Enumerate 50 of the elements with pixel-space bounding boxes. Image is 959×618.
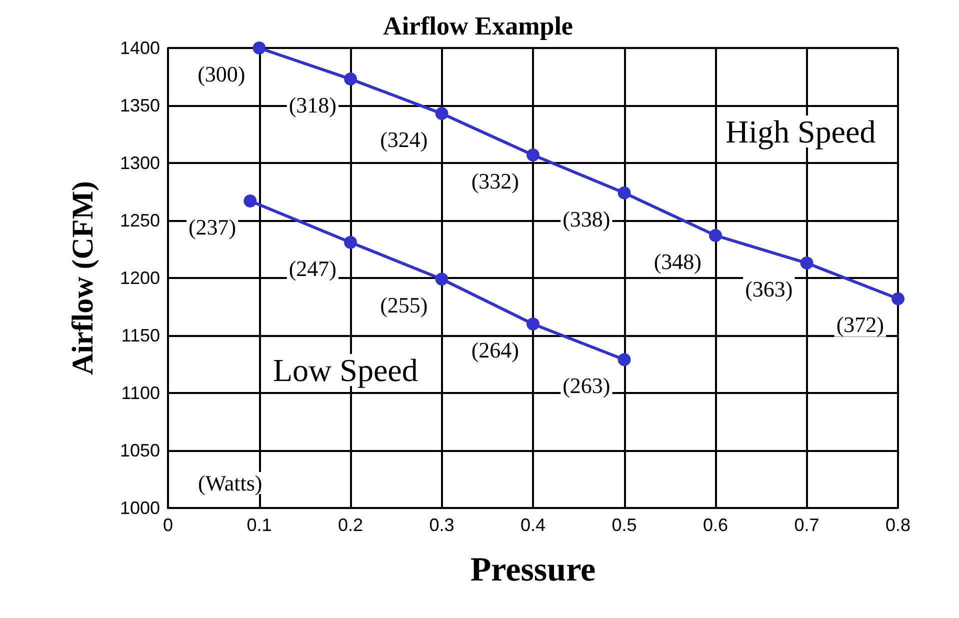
- annotation: (255): [380, 292, 428, 318]
- point: [435, 107, 448, 120]
- x-axis-title: Pressure: [470, 552, 596, 588]
- point: [526, 148, 540, 162]
- annotation: (338): [562, 206, 610, 232]
- point: [252, 42, 266, 54]
- y-tick-label: 1150: [121, 326, 160, 346]
- x-tick-label: 0.8: [885, 515, 911, 535]
- point: [800, 256, 814, 270]
- annotation: (300): [198, 62, 246, 86]
- point: [892, 292, 904, 306]
- annotation: (264): [471, 338, 519, 362]
- y-axis-title: Airflow (CFM): [66, 180, 100, 376]
- x-tick-label: 0.4: [520, 515, 546, 535]
- point: [618, 353, 631, 366]
- point: [709, 228, 722, 242]
- chart-title: Airflow Example: [383, 12, 573, 40]
- y-tick-label: 1000: [120, 498, 160, 518]
- y-tick-label: 1050: [120, 440, 160, 460]
- x-tick-label: 0: [162, 515, 174, 535]
- x-tick-label: 0.5: [612, 515, 637, 535]
- point: [526, 318, 540, 330]
- point: [344, 236, 357, 249]
- x-tick-label: 0.2: [338, 515, 364, 535]
- annotation: (247): [288, 256, 336, 281]
- point: [435, 272, 448, 286]
- y-tick-label: 1250: [120, 210, 160, 230]
- annotation: (372): [836, 312, 884, 338]
- x-tick-label: 0.1: [246, 515, 272, 535]
- annotation: (263): [562, 373, 610, 398]
- annotation: (318): [288, 92, 336, 118]
- y-tick-label: 1400: [120, 38, 160, 58]
- point: [618, 186, 631, 200]
- y-tick-label: 1300: [120, 153, 160, 173]
- text: Low Speed: [273, 352, 418, 388]
- x-tick-label: 0.3: [429, 515, 454, 535]
- y-tick-label: 1200: [120, 268, 160, 288]
- y-tick-label: 1100: [121, 383, 160, 403]
- annotation: (324): [380, 127, 428, 152]
- annotation: (332): [471, 168, 519, 194]
- y-tick-label: 1350: [120, 96, 160, 116]
- text: High Speed: [726, 113, 876, 150]
- x-tick-label: 0.6: [702, 515, 728, 535]
- x-tick-label: 0.7: [794, 515, 820, 535]
- annotation: (237): [188, 214, 236, 240]
- annotation: (363): [745, 276, 793, 302]
- annotation: (348): [654, 248, 702, 274]
- point: [344, 72, 357, 86]
- annotation: (Watts): [198, 470, 262, 496]
- point: [244, 194, 257, 208]
